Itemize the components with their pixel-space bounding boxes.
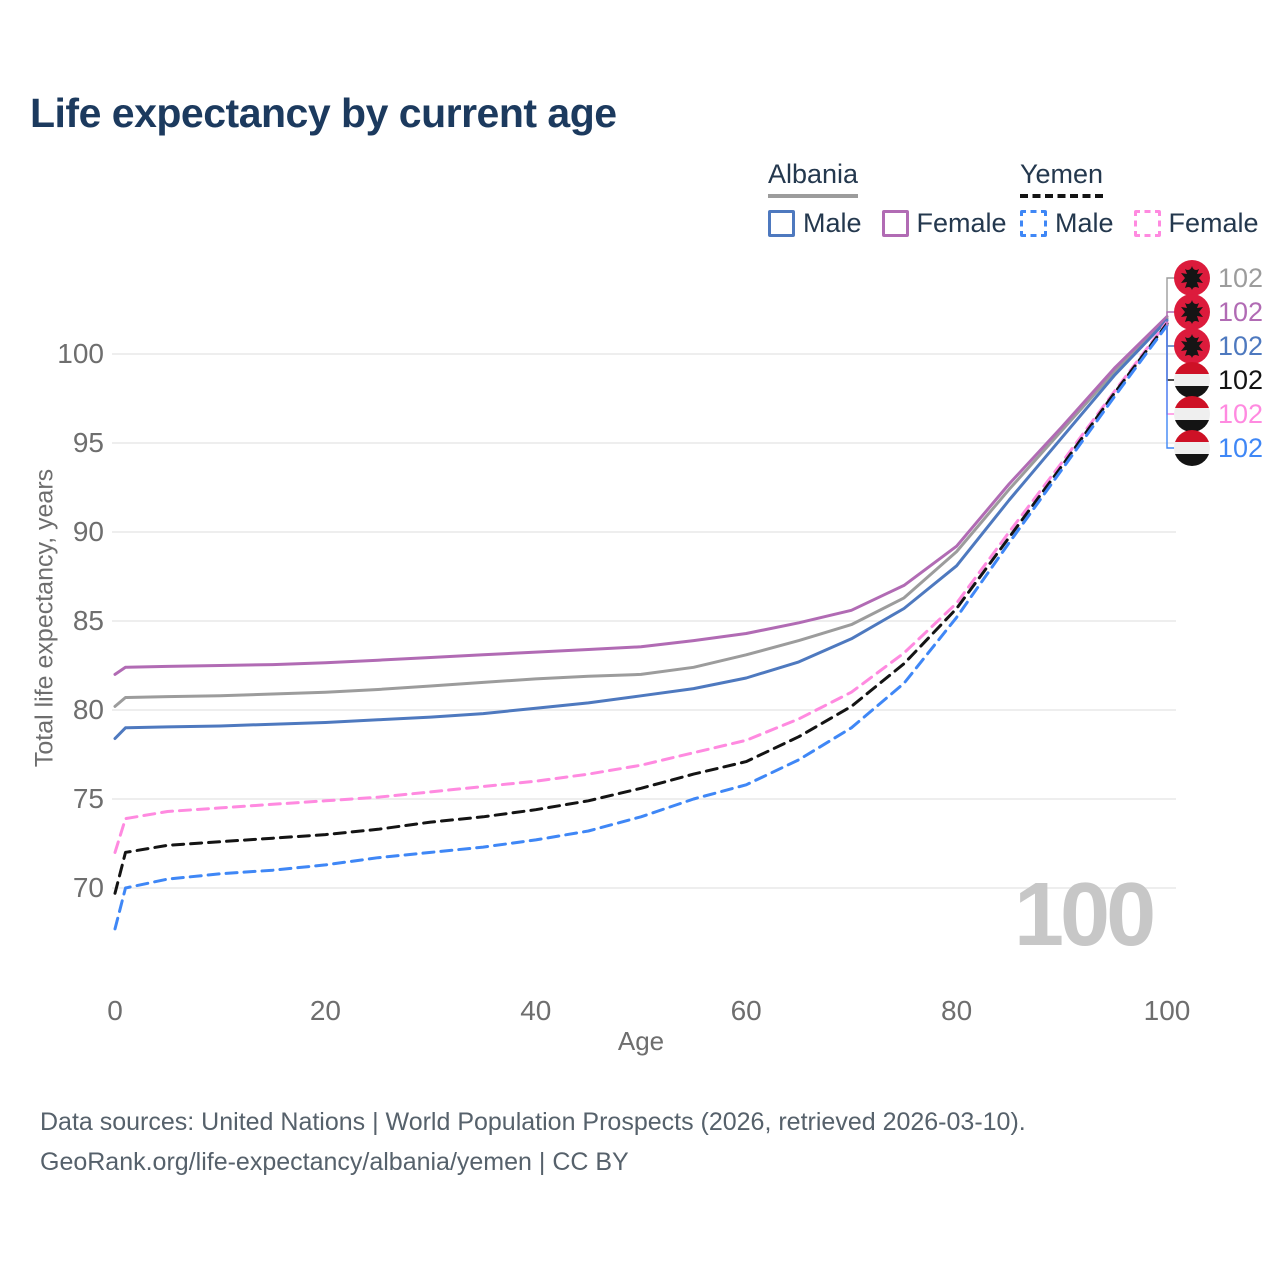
legend-item-yemen-female[interactable]: Female (1133, 207, 1259, 239)
end-value-yemen_male: 102 (1218, 433, 1264, 463)
series-yemen_female (113, 320, 1169, 854)
legend-swatch-albania-female (881, 209, 909, 237)
legend-item-label: Female (916, 207, 1007, 238)
y-tick-label: 85 (72, 605, 104, 636)
legend-country-label: Albania (768, 159, 859, 189)
x-tick-label: 20 (309, 995, 341, 1026)
legend-group-yemen: Yemen Male Female (1020, 159, 1259, 239)
y-tick-label: 100 (57, 338, 104, 369)
legend-item-albania-male[interactable]: Male (768, 208, 862, 239)
end-value-yemen_female: 102 (1218, 399, 1264, 429)
yemen-flag-icon (1174, 396, 1210, 432)
legend-swatch-yemen-female (1133, 209, 1161, 237)
legend-country-albania[interactable]: Albania (768, 159, 859, 198)
leader-line-yemen_male (1166, 325, 1177, 449)
x-tick-label: 0 (107, 995, 123, 1026)
legend-country-yemen[interactable]: Yemen (1020, 159, 1104, 198)
albania-flag-icon (1174, 294, 1210, 330)
page-title: Life expectancy by current age (30, 90, 617, 136)
end-value-albania_combined: 102 (1218, 263, 1264, 293)
legend-item-label: Female (1168, 207, 1259, 238)
hover-age-watermark: 100 (1014, 865, 1156, 965)
legend-group-albania: Albania Male Female (768, 159, 1007, 239)
y-tick-label: 70 (72, 872, 104, 903)
leader-line-albania_female (1166, 311, 1177, 317)
x-tick-label: 60 (730, 995, 762, 1026)
end-label-row-albania_male: 102 (1174, 328, 1263, 364)
end-value-yemen_combined: 102 (1218, 365, 1264, 395)
y-tick-label: 95 (72, 427, 104, 458)
legend-item-yemen-male[interactable]: Male (1020, 208, 1114, 239)
x-tick-label: 80 (941, 995, 973, 1026)
leader-line-albania_combined (1166, 277, 1177, 319)
albania-flag-icon (1174, 260, 1210, 296)
end-label-row-yemen_female: 102 (1174, 396, 1263, 432)
series-albania_male (113, 318, 1169, 740)
end-label-row-yemen_combined: 102 (1174, 362, 1263, 398)
x-axis-title: Age (617, 1026, 665, 1056)
legend-item-albania-female[interactable]: Female (881, 207, 1007, 239)
yemen-flag-icon (1174, 430, 1210, 466)
series-albania_combined (113, 316, 1169, 708)
footer-data-sources: Data sources: United Nations | World Pop… (40, 1108, 1026, 1136)
end-label-row-albania_combined: 102 (1174, 260, 1263, 296)
legend-swatch-albania-male (768, 209, 795, 237)
albania-flag-icon (1174, 328, 1210, 364)
series-yemen_combined (113, 322, 1169, 895)
legend-item-label: Male (803, 207, 862, 238)
yemen-flag-icon (1174, 362, 1210, 398)
y-tick-label: 90 (72, 516, 104, 547)
end-label-row-albania_female: 102 (1174, 294, 1263, 330)
legend-country-label: Yemen (1020, 159, 1104, 189)
end-value-albania_female: 102 (1218, 297, 1264, 327)
series-yemen_male (113, 324, 1169, 931)
x-tick-label: 40 (520, 995, 552, 1026)
y-tick-label: 80 (72, 694, 104, 725)
x-tick-label: 100 (1143, 995, 1191, 1026)
legend-item-label: Male (1055, 207, 1114, 238)
series-albania_female (113, 315, 1169, 676)
legend-swatch-yemen-male (1020, 209, 1047, 237)
end-value-albania_male: 102 (1218, 331, 1264, 361)
footer-attribution: GeoRank.org/life-expectancy/albania/yeme… (40, 1148, 629, 1176)
end-label-row-yemen_male: 102 (1174, 430, 1263, 466)
y-tick-label: 75 (72, 783, 104, 814)
